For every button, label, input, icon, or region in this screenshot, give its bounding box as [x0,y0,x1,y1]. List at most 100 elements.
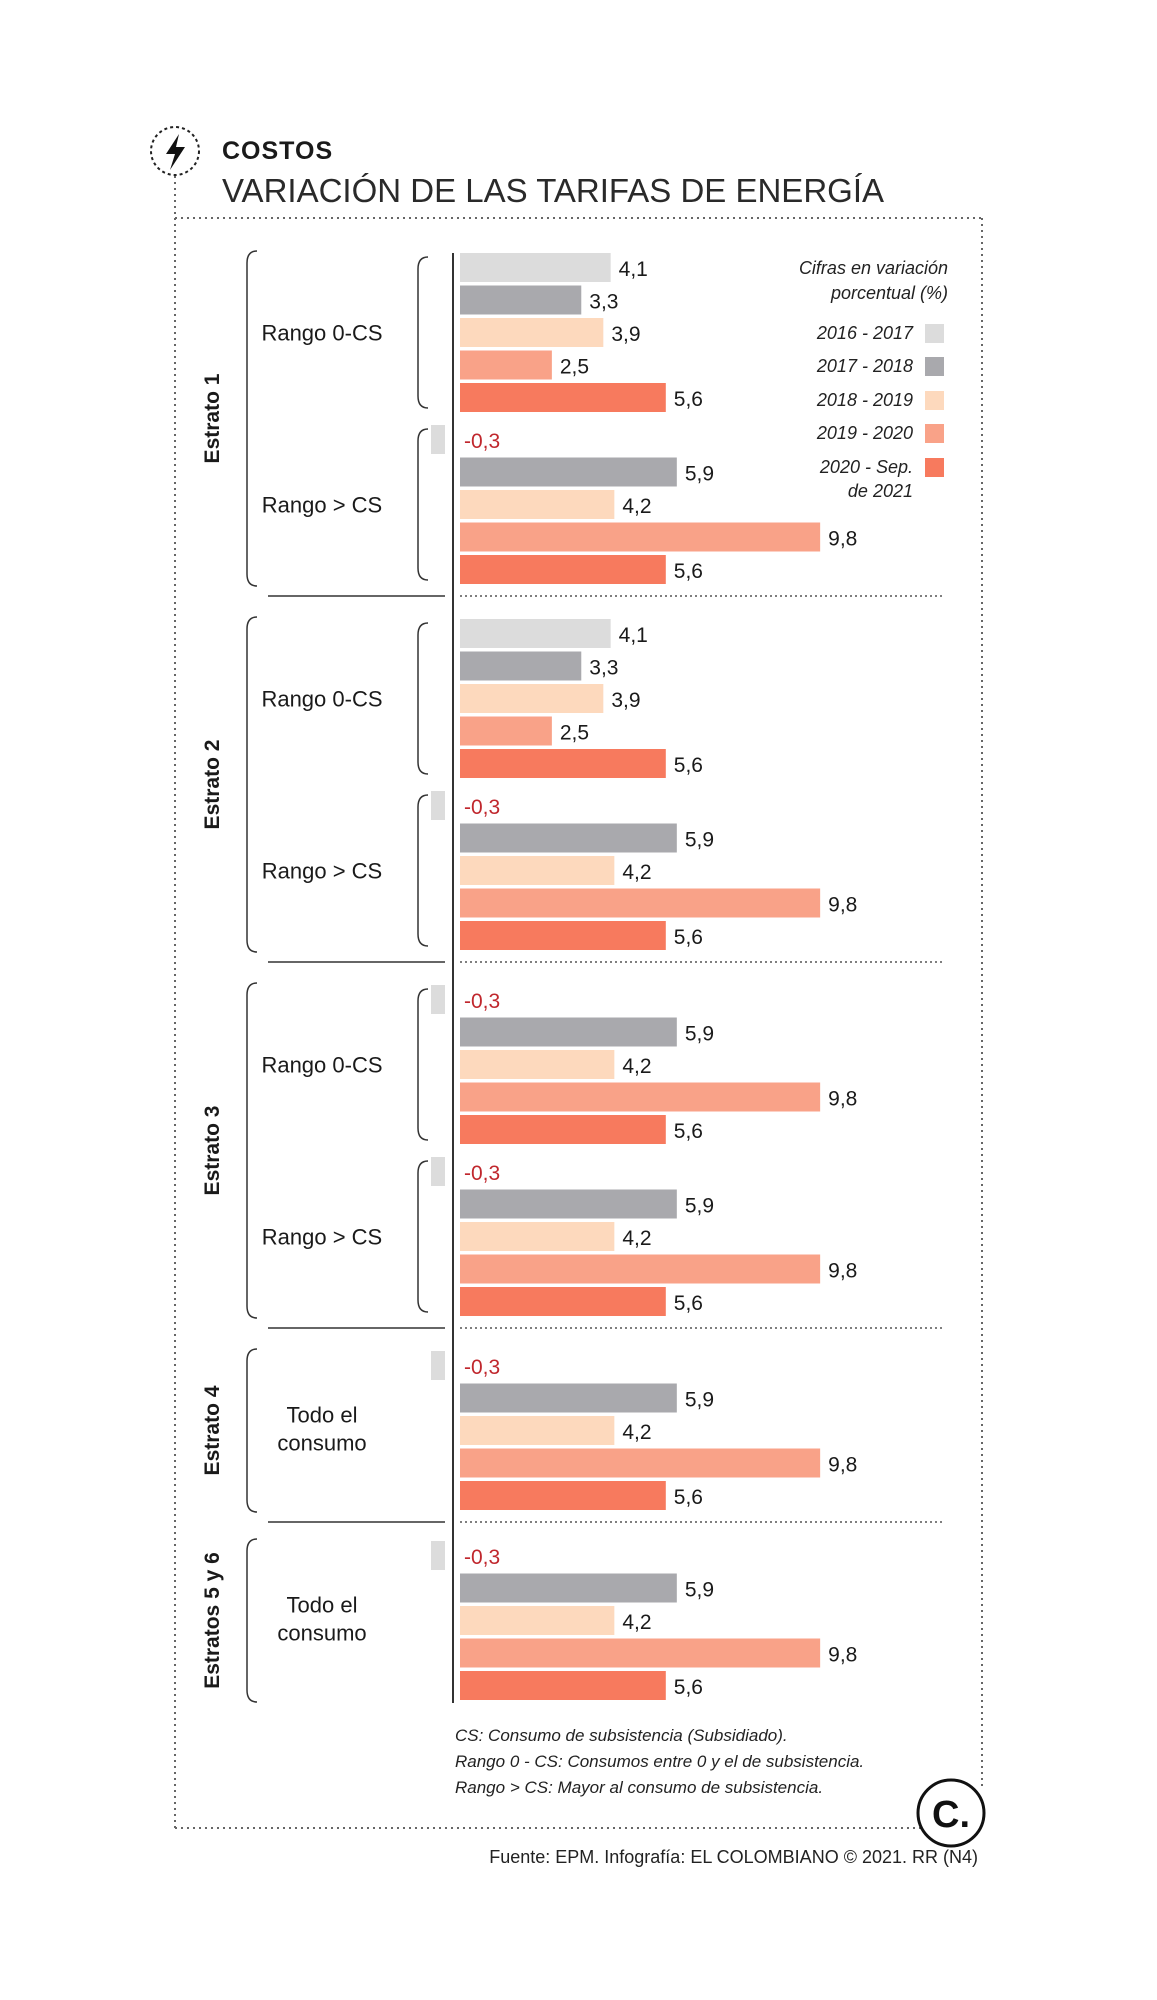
value-label-g3-r2-2018-2019: 4,2 [622,1227,651,1250]
legend-swatch-2018-2019 [925,391,944,410]
legend-swatch-2017-2018 [925,357,944,376]
value-label-g1-r2-2016-2017: -0,3 [464,430,500,453]
legend-title-line2: porcentual (%) [830,283,948,303]
value-label-g1-r1-2020-2021: 5,6 [674,388,703,411]
value-label-g3-r1-2019-2020: 9,8 [828,1088,857,1111]
bar-g1-r1-2019-2020 [460,350,552,380]
lightning-icon [166,134,185,170]
group-label-1: Estrato 1 [201,373,224,463]
bar-g1-r2-2016-2017 [431,425,445,454]
bar-g3-r1-2019-2020 [460,1082,821,1112]
value-label-g2-r2-2019-2020: 9,8 [828,894,857,917]
range-brace-g2-r1 [417,622,429,775]
bar-g3-r2-2017-2018 [460,1189,677,1219]
section-kicker: COSTOS [222,137,333,165]
legend-label-2019-2020: 2019 - 2020 [816,423,913,443]
range-label-g4-line2: consumo [277,1431,366,1456]
lightning-icon-ring [150,126,200,176]
bar-g4-r1-2017-2018 [460,1383,677,1413]
notes: CS: Consumo de subsistencia (Subsidiado)… [455,1726,864,1797]
range-brace-g1-r1 [417,256,429,409]
group-brace-5 [246,1538,258,1703]
bar-g3-r1-2018-2019 [460,1050,615,1079]
value-label-g2-r1-2016-2017: 4,1 [619,624,648,647]
value-label-g3-r1-2016-2017: -0,3 [464,990,500,1013]
bar-g1-r2-2018-2019 [460,490,615,519]
bar-g2-r1-2017-2018 [460,651,582,681]
bar-g2-r1-2018-2019 [460,684,604,713]
bar-g5-r1-2018-2019 [460,1606,615,1635]
value-label-g1-r1-2018-2019: 3,9 [611,323,640,346]
value-label-g1-r1-2019-2020: 2,5 [560,356,589,379]
group-brace-3 [246,982,258,1319]
bar-g1-r1-2020-2021 [460,383,666,412]
range-label-g4-line1: Todo el [287,1403,358,1428]
value-label-g2-r2-2018-2019: 4,2 [622,861,651,884]
legend-label-2018-2019: 2018 - 2019 [816,390,913,410]
value-label-g1-r2-2019-2020: 9,8 [828,528,857,551]
bar-g4-r1-2019-2020 [460,1448,821,1478]
bar-g2-r2-2017-2018 [460,823,677,853]
legend-label-2016-2017: 2016 - 2017 [816,323,914,343]
bar-g3-r2-2020-2021 [460,1287,666,1316]
value-label-g1-r2-2018-2019: 4,2 [622,495,651,518]
range-label-g1-r1: Rango 0-CS [261,321,382,346]
value-label-g5-r1-2017-2018: 5,9 [685,1579,714,1602]
range-brace-g3-r1 [417,988,429,1141]
value-label-g4-r1-2017-2018: 5,9 [685,1389,714,1412]
value-label-g3-r2-2019-2020: 9,8 [828,1260,857,1283]
bar-g4-r1-2020-2021 [460,1481,666,1510]
value-label-g1-r2-2020-2021: 5,6 [674,560,703,583]
legend-swatch-2016-2017 [925,324,944,343]
group-brace-4 [246,1348,258,1513]
value-label-g4-r1-2020-2021: 5,6 [674,1486,703,1509]
value-label-g2-r1-2018-2019: 3,9 [611,689,640,712]
bar-g2-r2-2016-2017 [431,791,445,820]
legend-label-2020-2021: 2020 - Sep. [819,457,913,477]
bar-g2-r1-2020-2021 [460,749,666,778]
bar-g5-r1-2017-2018 [460,1573,677,1603]
value-label-g3-r1-2018-2019: 4,2 [622,1055,651,1078]
value-label-g5-r1-2019-2020: 9,8 [828,1644,857,1667]
value-label-g3-r2-2020-2021: 5,6 [674,1292,703,1315]
legend-title-line1: Cifras en variación [799,258,948,278]
dotted-frame [174,176,983,1829]
range-label-g3-r1: Rango 0-CS [261,1053,382,1078]
value-label-g2-r1-2020-2021: 5,6 [674,754,703,777]
group-brace-1 [246,250,258,587]
bar-g2-r1-2016-2017 [460,619,611,648]
bar-g1-r1-2018-2019 [460,318,604,347]
bar-g3-r1-2017-2018 [460,1017,677,1047]
bar-g4-r1-2016-2017 [431,1351,445,1380]
group-brace-2 [246,616,258,953]
bar-g3-r1-2016-2017 [431,985,445,1014]
bar-g1-r1-2017-2018 [460,285,582,315]
bar-g2-r2-2018-2019 [460,856,615,885]
bar-g1-r1-2016-2017 [460,253,611,282]
value-label-g3-r1-2017-2018: 5,9 [685,1023,714,1046]
legend-label-2020-2021-line2: de 2021 [848,481,913,501]
bar-g1-r2-2020-2021 [460,555,666,584]
note-rango-cs: Rango > CS: Mayor al consumo de subsiste… [455,1778,823,1797]
bar-g3-r2-2016-2017 [431,1157,445,1186]
range-label-g5-line2: consumo [277,1621,366,1646]
bar-g2-r2-2019-2020 [460,888,821,918]
value-label-g5-r1-2016-2017: -0,3 [464,1546,500,1569]
legend: Cifras en variación porcentual (%) 2016 … [799,258,948,501]
bar-g1-r2-2019-2020 [460,522,821,552]
bar-g3-r2-2018-2019 [460,1222,615,1251]
range-label-g3-r2: Rango > CS [262,1225,382,1250]
group-label-3: Estrato 3 [201,1106,224,1196]
range-brace-g2-r2 [417,794,429,947]
range-label-g5-line1: Todo el [287,1593,358,1618]
value-label-g3-r1-2020-2021: 5,6 [674,1120,703,1143]
note-cs: CS: Consumo de subsistencia (Subsidiado)… [455,1726,788,1745]
bar-g3-r2-2019-2020 [460,1254,821,1284]
header: COSTOS VARIACIÓN DE LAS TARIFAS DE ENERG… [150,126,884,209]
value-label-g3-r2-2016-2017: -0,3 [464,1162,500,1185]
bar-g2-r2-2020-2021 [460,921,666,950]
value-label-g1-r2-2017-2018: 5,9 [685,463,714,486]
legend-swatch-2019-2020 [925,424,944,443]
